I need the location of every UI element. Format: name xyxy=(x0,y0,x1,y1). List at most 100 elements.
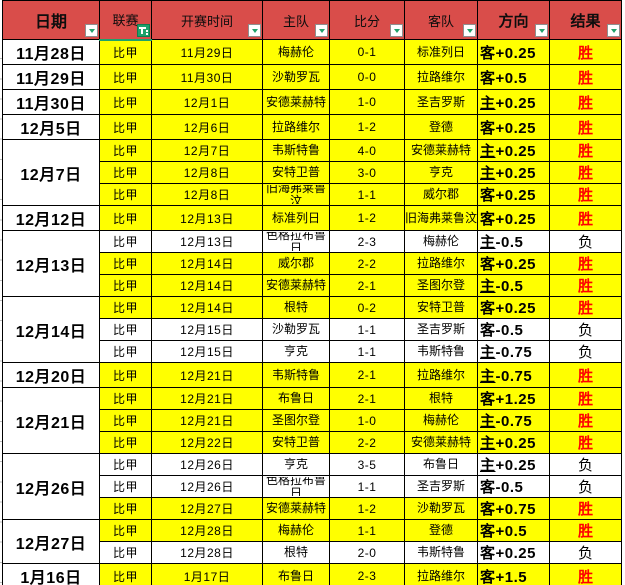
col-header-score-label: 比分 xyxy=(353,13,380,29)
score-cell: 1-2 xyxy=(329,114,405,140)
direction-cell: 主+0.25 xyxy=(477,453,550,476)
result-cell: 负 xyxy=(549,475,622,498)
league-cell: 比甲 xyxy=(99,139,152,162)
home-team-cell: 色格拉布鲁日 xyxy=(262,475,330,498)
kickoff-cell: 12月15日 xyxy=(151,318,263,341)
score-cell: 1-2 xyxy=(329,497,405,520)
league-cell: 比甲 xyxy=(99,340,152,363)
away-team-cell: 拉路维尔 xyxy=(404,252,478,275)
home-team-cell: 沙勒罗瓦 xyxy=(262,64,330,90)
home-team-cell: 韦斯特鲁 xyxy=(262,139,330,162)
result-cell: 胜 xyxy=(549,114,622,140)
home-team-cell: 威尔郡 xyxy=(262,252,330,275)
home-team-cell: 旧海弗莱鲁汶 xyxy=(262,183,330,206)
date-cell: 12月27日 xyxy=(2,519,100,564)
league-cell: 比甲 xyxy=(99,453,152,476)
col-header-direction: 方向 xyxy=(477,0,550,40)
active-filter-button[interactable] xyxy=(137,23,150,37)
league-cell: 比甲 xyxy=(99,296,152,319)
match-row: 比甲 12月8日 旧海弗莱鲁汶 1-1 威尔郡 客+0.25 胜 xyxy=(3,183,622,206)
direction-cell: 客+0.25 xyxy=(477,183,550,206)
match-row: 11月29日 比甲 11月30日 沙勒罗瓦 0-0 拉路维尔 客+0.5 胜 xyxy=(2,64,622,90)
col-header-date: 日期 xyxy=(2,0,100,40)
chevron-down-icon xyxy=(538,28,545,36)
match-row: 比甲 12月28日 根特 2-0 韦斯特鲁 客+0.25 负 xyxy=(3,541,622,564)
direction-cell: 主-0.75 xyxy=(477,362,550,388)
kickoff-cell: 12月28日 xyxy=(151,541,263,564)
match-row: 比甲 12月26日 色格拉布鲁日 1-1 圣吉罗斯 客-0.5 负 xyxy=(3,475,622,498)
score-cell: 4-0 xyxy=(329,139,405,162)
filter-dropdown-button[interactable] xyxy=(607,24,620,37)
home-team-cell: 安特卫普 xyxy=(262,431,330,454)
kickoff-cell: 12月21日 xyxy=(151,362,263,388)
result-cell: 胜 xyxy=(549,387,622,410)
home-team-cell: 标准列日 xyxy=(262,205,330,231)
result-cell: 胜 xyxy=(549,563,622,585)
filter-dropdown-button[interactable] xyxy=(390,24,403,37)
result-cell: 胜 xyxy=(549,409,622,432)
result-cell: 负 xyxy=(549,318,622,341)
match-row: 12月14日 比甲 12月14日 根特 0-2 安特卫普 客+0.25 胜 xyxy=(2,296,622,363)
home-team-cell: 安德莱赫特 xyxy=(262,89,330,115)
col-header-date-label: 日期 xyxy=(34,14,67,31)
filter-dropdown-button[interactable] xyxy=(248,24,261,37)
kickoff-cell: 12月27日 xyxy=(151,497,263,520)
away-team-cell: 拉路维尔 xyxy=(404,64,478,90)
league-cell: 比甲 xyxy=(99,89,152,115)
away-team-cell: 圣吉罗斯 xyxy=(404,318,478,341)
score-cell: 3-0 xyxy=(329,161,405,184)
home-team-cell: 安特卫普 xyxy=(262,161,330,184)
away-team-cell: 圣图尔登 xyxy=(404,274,478,297)
chevron-down-icon xyxy=(393,28,400,36)
score-cell: 2-0 xyxy=(329,541,405,564)
filter-dropdown-button[interactable] xyxy=(315,24,328,37)
away-team-cell: 沙勒罗瓦 xyxy=(404,497,478,520)
filter-dropdown-button[interactable] xyxy=(463,24,476,37)
result-cell: 胜 xyxy=(549,431,622,454)
score-cell: 3-5 xyxy=(329,453,405,476)
kickoff-cell: 12月28日 xyxy=(151,519,263,542)
col-header-league-label: 联赛 xyxy=(112,13,139,29)
direction-cell: 主+0.25 xyxy=(477,161,550,184)
score-cell: 2-1 xyxy=(329,274,405,297)
score-cell: 0-1 xyxy=(329,39,405,65)
direction-cell: 客+0.25 xyxy=(477,114,550,140)
result-cell: 胜 xyxy=(549,39,622,65)
col-header-home-team-label: 主队 xyxy=(282,13,309,29)
match-row: 比甲 12月14日 威尔郡 2-2 拉路维尔 客+0.25 胜 xyxy=(3,252,622,275)
chevron-down-icon xyxy=(88,28,95,36)
away-team-cell: 安特卫普 xyxy=(404,296,478,319)
direction-cell: 客+0.75 xyxy=(477,497,550,520)
league-cell: 比甲 xyxy=(99,205,152,231)
league-cell: 比甲 xyxy=(99,541,152,564)
direction-cell: 主-0.75 xyxy=(477,340,550,363)
hidden-column-sliver xyxy=(0,39,3,584)
header-row: 日期 联赛 开赛时间 主队 比分 xyxy=(2,0,622,41)
date-cell: 12月7日 xyxy=(2,139,100,206)
direction-cell: 主+0.25 xyxy=(477,139,550,162)
score-cell: 2-1 xyxy=(329,362,405,388)
date-cell: 11月30日 xyxy=(2,89,100,115)
filter-dropdown-button[interactable] xyxy=(535,24,548,37)
away-team-cell: 登德 xyxy=(404,114,478,140)
score-cell: 2-2 xyxy=(329,252,405,275)
score-cell: 1-1 xyxy=(329,318,405,341)
score-cell: 1-0 xyxy=(329,409,405,432)
score-cell: 2-1 xyxy=(329,387,405,410)
direction-cell: 客+1.5 xyxy=(477,563,550,585)
result-cell: 胜 xyxy=(549,252,622,275)
filter-dropdown-button[interactable] xyxy=(85,24,98,37)
kickoff-cell: 12月21日 xyxy=(151,409,263,432)
col-header-result-label: 结果 xyxy=(570,12,601,30)
home-team-cell: 圣图尔登 xyxy=(262,409,330,432)
away-team-cell: 韦斯特鲁 xyxy=(404,340,478,363)
home-team-cell: 布鲁日 xyxy=(262,563,330,585)
match-row: 12月12日 比甲 12月13日 标准列日 1-2 旧海弗莱鲁汶 客+0.25 胜 xyxy=(2,205,622,231)
funnel-filter-icon xyxy=(139,26,148,35)
away-team-cell: 梅赫伦 xyxy=(404,230,478,253)
result-cell: 胜 xyxy=(549,296,622,319)
home-team-cell: 安德莱赫特 xyxy=(262,274,330,297)
kickoff-cell: 12月13日 xyxy=(151,230,263,253)
direction-cell: 主+0.25 xyxy=(477,431,550,454)
date-cell: 12月26日 xyxy=(2,453,100,520)
